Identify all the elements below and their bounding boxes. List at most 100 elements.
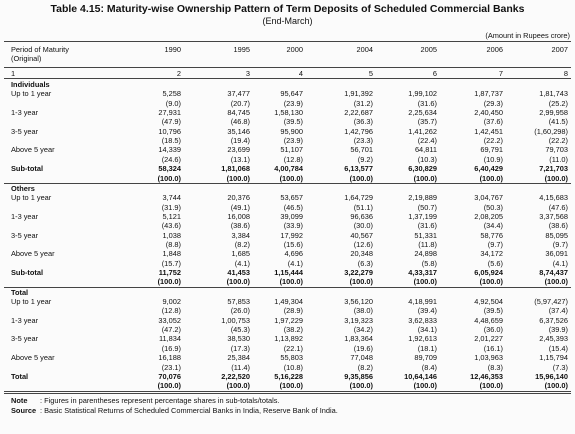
cell-share: (4.1) xyxy=(552,258,568,268)
cell-value: 1,03,963 xyxy=(474,353,503,363)
year-header: 2000 xyxy=(286,45,303,54)
cell-share: (100.0) xyxy=(226,277,250,287)
cell-value: 5,121 xyxy=(162,211,182,221)
cell-share: (17.3) xyxy=(230,343,250,353)
cell-share: (100.0) xyxy=(157,381,181,391)
cell-value: 4,33,317 xyxy=(408,268,437,277)
cell-share: (51.1) xyxy=(353,202,373,212)
cell-value: 1,58,130 xyxy=(274,108,303,118)
cell-value: 64,811 xyxy=(414,145,437,155)
cell-share: (18.1) xyxy=(417,343,437,353)
rule xyxy=(4,67,571,68)
cell-value: 25,384 xyxy=(227,353,250,363)
rule xyxy=(4,286,571,288)
cell-value: 55,803 xyxy=(280,353,303,363)
cell-value: 24,898 xyxy=(414,249,437,259)
column-number: 6 xyxy=(432,69,437,78)
cell-share: (50.7) xyxy=(417,202,437,212)
row-label: 3-5 year xyxy=(11,126,39,136)
column-number: 5 xyxy=(368,69,373,78)
cell-share: (4.1) xyxy=(234,258,250,268)
cell-value: 6,13,577 xyxy=(344,164,373,174)
cell-share: (47.2) xyxy=(161,325,181,335)
cell-value: 56,701 xyxy=(350,145,373,155)
cell-share: (25.2) xyxy=(548,98,568,108)
cell-value: 4,15,683 xyxy=(539,193,568,203)
cell-value: 1,37,199 xyxy=(408,211,437,221)
cell-share: (100.0) xyxy=(413,277,437,287)
cell-value: 10,64,146 xyxy=(404,371,437,381)
cell-value: 6,05,924 xyxy=(474,268,503,277)
note-label: Note xyxy=(11,395,28,405)
cell-share: (18.5) xyxy=(161,136,181,146)
cell-value: 27,931 xyxy=(158,108,181,118)
rule xyxy=(4,182,571,184)
cell-share: (23.3) xyxy=(353,136,373,146)
cell-share: (5.6) xyxy=(487,258,503,268)
cell-share: (45.3) xyxy=(230,325,250,335)
cell-share: (50.3) xyxy=(483,202,503,212)
cell-share: (22.1) xyxy=(283,343,303,353)
cell-share: (47.9) xyxy=(161,117,181,127)
cell-share: (12.6) xyxy=(353,239,373,249)
cell-value: 96,636 xyxy=(350,211,373,221)
year-header: 2007 xyxy=(551,45,568,54)
cell-value: 6,40,429 xyxy=(474,164,503,174)
cell-share: (34.2) xyxy=(353,325,373,335)
cell-share: (38.2) xyxy=(283,325,303,335)
row-label: Above 5 year xyxy=(11,145,55,155)
cell-share: (4.1) xyxy=(287,258,303,268)
year-header: 1995 xyxy=(233,45,250,54)
column-number: 3 xyxy=(245,69,250,78)
cell-value: 20,348 xyxy=(350,249,373,259)
cell-share: (31.9) xyxy=(161,202,181,212)
unit: (Amount in Rupees crore) xyxy=(485,31,570,40)
cell-value: 3,744 xyxy=(162,193,182,203)
cell-value: 2,25,634 xyxy=(408,108,437,118)
cell-share: (13.1) xyxy=(230,154,250,164)
cell-value: 9,35,856 xyxy=(344,371,373,381)
cell-value: 70,076 xyxy=(158,371,181,381)
cell-share: (39.4) xyxy=(417,306,437,316)
cell-share: (12.8) xyxy=(161,306,181,316)
column-number: 4 xyxy=(298,69,303,78)
cell-value: 5,258 xyxy=(162,89,182,99)
cell-share: (8.4) xyxy=(421,362,437,372)
cell-value: 14,339 xyxy=(158,145,181,155)
note-text: : Figures in parentheses represent perce… xyxy=(40,395,280,405)
cell-value: 1,13,892 xyxy=(274,334,303,344)
cell-share: (39.5) xyxy=(483,306,503,316)
source-label: Source xyxy=(11,405,37,415)
cell-share: (100.0) xyxy=(544,173,568,183)
cell-value: 11,752 xyxy=(158,268,181,277)
cell-share: (100.0) xyxy=(413,381,437,391)
row-label: 3-5 year xyxy=(11,334,39,344)
column-number: 1 xyxy=(11,69,16,78)
cell-share: (31.2) xyxy=(353,98,373,108)
cell-value: 6,37,526 xyxy=(539,315,568,325)
source-text: : Basic Statistical Returns of Scheduled… xyxy=(40,405,338,415)
cell-value: 95,647 xyxy=(280,89,303,99)
cell-share: (16.1) xyxy=(483,343,503,353)
cell-share: (15.4) xyxy=(548,343,568,353)
cell-share: (38.0) xyxy=(353,306,373,316)
cell-share: (9.7) xyxy=(487,239,503,249)
cell-share: (35.7) xyxy=(417,117,437,127)
cell-value: 84,745 xyxy=(227,108,250,118)
cell-value: 1,15,444 xyxy=(274,268,303,277)
cell-value: 16,188 xyxy=(158,353,181,363)
cell-share: (11.4) xyxy=(231,362,250,372)
cell-share: (9.7) xyxy=(552,239,568,249)
cell-share: (19.6) xyxy=(353,343,373,353)
cell-share: (34.4) xyxy=(483,221,503,231)
row-label: Up to 1 year xyxy=(11,89,52,99)
row-label: Above 5 year xyxy=(11,249,55,259)
cell-share: (8.3) xyxy=(487,362,503,372)
cell-value: 3,22,279 xyxy=(344,268,373,277)
cell-value: 95,900 xyxy=(280,126,303,136)
cell-value: 2,40,450 xyxy=(474,108,503,118)
header-label: Period of Maturity xyxy=(11,45,69,54)
cell-value: 7,21,703 xyxy=(539,164,568,174)
cell-share: (100.0) xyxy=(157,173,181,183)
year-header: 1990 xyxy=(164,45,181,54)
